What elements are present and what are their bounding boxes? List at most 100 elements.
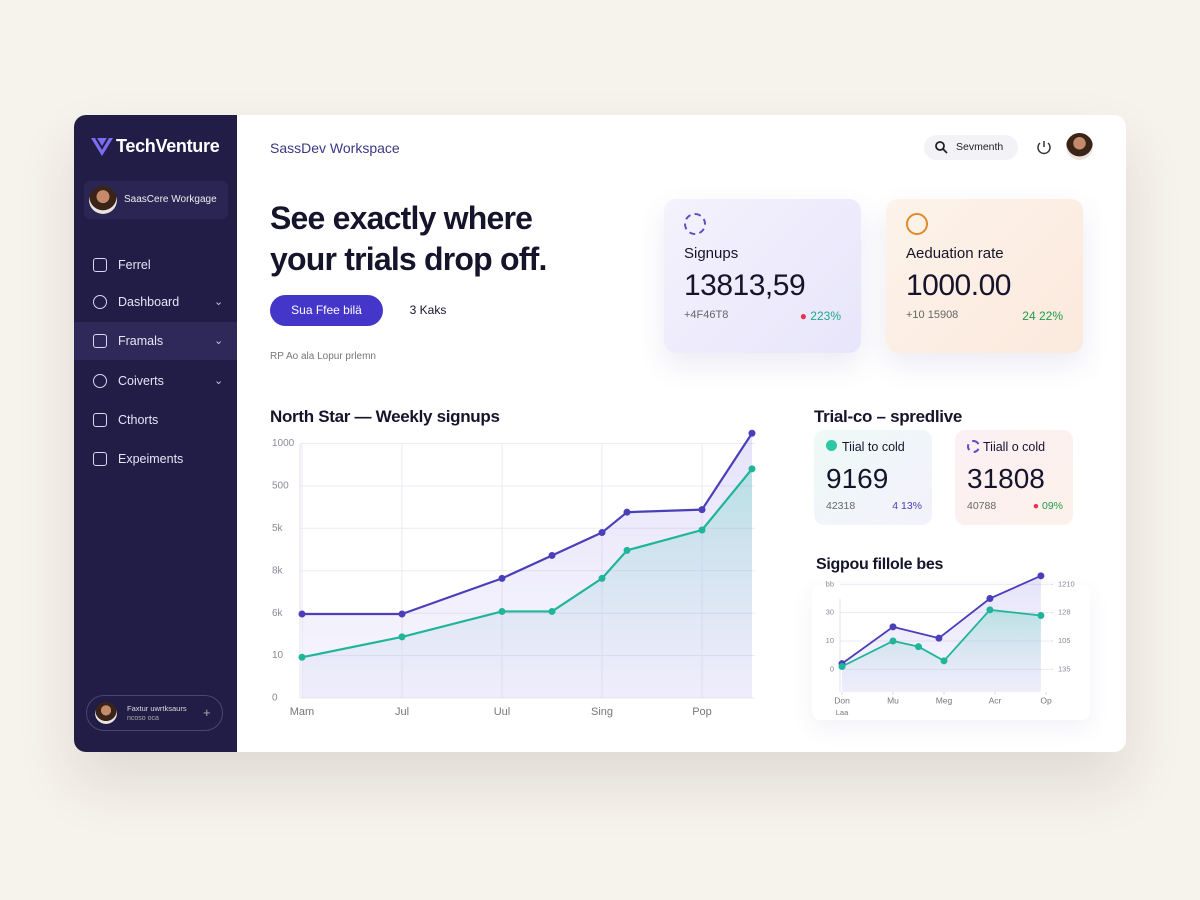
y-tick-label: 1000 [272,438,295,449]
point [498,574,506,582]
line [841,608,1041,668]
y-tick-label: 8k [272,565,284,576]
y-tick-label: bb [826,579,834,588]
point [398,633,406,641]
point [935,634,943,642]
trial-delta: ● 09% [1032,500,1063,512]
chevron: ⌄ [214,375,224,387]
trial-value: 31808 [967,463,1045,494]
y-tick-label: 10 [826,636,834,645]
brand-name: TechVenture [116,136,220,156]
x-tick-label: Pop [692,706,712,718]
nav-icon [93,374,107,388]
point [1037,572,1045,580]
chevron: ⌄ [214,296,224,308]
x-tick-label: Sing [591,706,613,718]
kpi-sub: +10 15908 [906,309,959,321]
trial-icon [826,440,837,451]
trial-card: Tiial to cold 9169 42318 4 13% [814,430,932,525]
line [302,432,753,616]
x-tick-label: Don [834,695,850,705]
x-tick-label: Mam [290,706,314,718]
trial-icon [967,440,980,453]
y2-tick-label: 128 [1058,608,1071,617]
point [548,607,556,615]
x-tick-label: Mu [887,695,899,705]
y-tick-label: 10 [272,650,284,661]
y-tick-label: 30 [826,608,834,617]
point [598,574,606,582]
add-icon: + [203,705,211,720]
nav-item[interactable]: Coiverts ⌄ [74,362,237,400]
brand-logo [91,137,113,156]
avatar [89,186,117,214]
point [698,506,706,514]
point [915,643,922,651]
point [698,526,706,534]
workspace-name: SaasCere Workgage [124,194,217,205]
note: RP Ao ala Lopur prlemn [270,351,376,362]
trial-label: Tiial to cold [842,440,905,454]
nav-item[interactable]: Ferrel [74,246,237,284]
profile-avatar[interactable] [1066,133,1093,160]
point [298,610,306,618]
y-tick-label: 0 [830,664,834,673]
y2-tick-label: 105 [1058,636,1071,645]
nav-icon [93,334,107,348]
nav-item[interactable]: Cthorts [74,401,237,439]
workspace-switcher[interactable]: SaasCere Workgage [84,181,228,219]
nav-icon [93,258,107,272]
point [623,546,631,554]
nav-item[interactable]: Dashboard ⌄ [74,283,237,321]
chart-title: North Star — Weekly signups [270,407,500,426]
line [301,468,753,659]
kpi-label: Aeduation rate [906,245,1004,262]
point [548,551,556,559]
user-sub: ncoso oca [127,715,159,722]
chart-title: Sigpou fillole bes [816,556,944,573]
y2-tick-label: 135 [1058,664,1071,673]
search[interactable]: Sevmenth [924,135,1018,160]
section-title: Trial-co – spredlive [814,407,963,426]
nav-label: Framals [118,334,164,348]
kpi-icon [684,213,706,235]
area [842,609,1041,692]
x-tick-label: Uul [494,706,511,718]
point [298,653,306,661]
y-tick-label: 500 [272,481,289,492]
point [889,623,897,631]
kpi-delta: ● 223% [799,309,841,323]
kpi-value: 13813,59 [684,269,806,302]
point [498,607,506,615]
workspace-title: SassDev Workspace [270,140,400,156]
kpi-label: Signups [684,245,739,262]
nav-item[interactable]: Expeiments [74,440,237,478]
area [302,468,752,698]
kpi-card: Aeduation rate 1000.00 +10 15908 24 22% [886,199,1083,353]
kpi-value: 1000.00 [906,269,1011,302]
point [398,610,406,618]
sidebar [74,115,237,752]
point [838,663,846,670]
point [940,657,948,665]
y2-tick-label: 1210 [1058,579,1075,588]
kpi-card: Signups 13813,59 +4F46T8 ● 223% [664,199,861,353]
trial-delta: 4 13% [892,500,922,512]
y-tick-label: 5k [272,523,284,534]
nav-icon [93,452,107,466]
secondary-button[interactable]: 3 Kaks [409,303,447,317]
nav-item[interactable]: Framals ⌄ [74,322,237,360]
user-card[interactable]: Faxtur uwrtksaurs ncoso oca + [86,695,223,731]
point [748,429,756,437]
kpi-delta-text: 223% [810,309,841,323]
nav-icon [93,413,107,427]
point [889,637,897,645]
x-sublabel: Laa [836,708,849,717]
nav-label: Coiverts [118,374,164,388]
y-tick-label: 6k [272,608,284,619]
primary-button[interactable]: Sua Ffee bilä [270,295,383,326]
power-button[interactable] [1033,137,1055,159]
y-tick-label: 0 [272,693,278,704]
